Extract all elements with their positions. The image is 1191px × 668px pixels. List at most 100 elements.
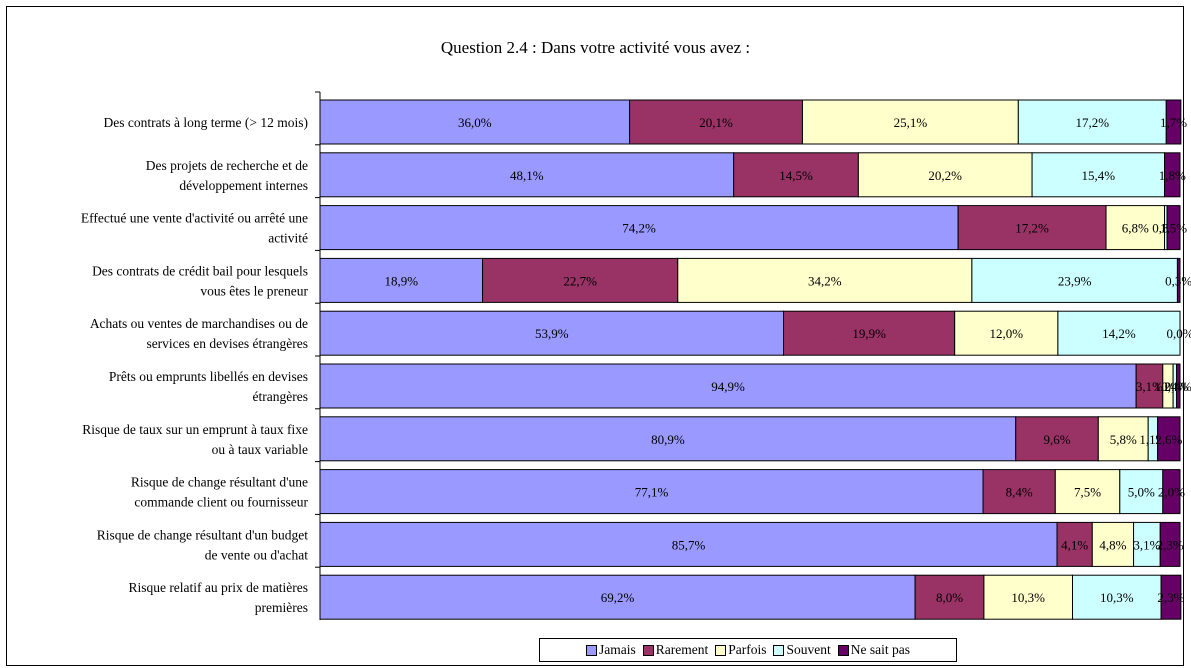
data-label: 48,1%	[510, 168, 544, 183]
chart-title: Question 2.4 : Dans votre activité vous …	[440, 38, 751, 57]
data-label: 8,0%	[936, 590, 963, 605]
data-label: 8,4%	[1006, 485, 1033, 500]
bar-segment-rarement	[482, 257, 679, 303]
bar-segment-rarement	[733, 152, 859, 198]
bar-segment-souvent	[1057, 310, 1181, 356]
legend-item: Souvent	[773, 642, 831, 658]
category-label: Risque de taux sur un emprunt à taux fix…	[82, 422, 308, 457]
legend-swatch	[642, 644, 654, 656]
data-label: 14,2%	[1102, 326, 1136, 341]
data-label: 53,9%	[535, 326, 569, 341]
data-label: 6,8%	[1122, 221, 1149, 236]
bar-segment-ne-sait-pas	[1159, 521, 1181, 567]
data-label: 19,9%	[852, 326, 886, 341]
legend-item: Rarement	[642, 642, 709, 658]
data-label: 80,9%	[651, 432, 685, 447]
bar-segment-parfois	[954, 310, 1059, 356]
data-label: 9,6%	[1043, 432, 1070, 447]
category-label: Risque de change résultant d'une commande…	[131, 475, 309, 510]
bar-segment-souvent	[1017, 99, 1167, 145]
data-label: 3,1%	[1136, 379, 1163, 394]
bar-segment-parfois	[857, 152, 1033, 198]
bar-segment-jamais	[319, 99, 631, 145]
bar-segment-ne-sait-pas	[1157, 416, 1181, 462]
bar-segment-souvent	[1119, 469, 1164, 515]
bar-segment-ne-sait-pas	[1164, 152, 1181, 198]
bar-segment-jamais	[319, 257, 484, 303]
bar-segment-rarement	[914, 574, 985, 620]
data-label: 2,0%	[1158, 485, 1185, 500]
data-label: 4,8%	[1099, 537, 1126, 552]
data-label: 17,2%	[1075, 115, 1109, 130]
data-label: 22,7%	[563, 273, 597, 288]
bar-segment-rarement	[982, 469, 1056, 515]
category-label: Prêts ou emprunts libellés en devises étr…	[109, 369, 308, 404]
chart-legend: Jamais Rarement Parfois Souvent Ne sait pas	[539, 638, 957, 662]
bar-segment-jamais	[319, 521, 1058, 567]
category-label: Risque relatif au prix de matières premiè…	[128, 580, 308, 615]
category-label: Des contrats de crédit bail pour lesquel…	[92, 263, 308, 298]
legend-label: Jamais	[599, 642, 636, 657]
data-label: 1,8%	[1159, 168, 1186, 183]
bar-segment-parfois	[1097, 416, 1149, 462]
bar-segment-parfois	[983, 574, 1073, 620]
data-label: 10,3%	[1100, 590, 1134, 605]
data-label: 34,2%	[808, 273, 842, 288]
data-label: 5,0%	[1128, 485, 1155, 500]
data-label: 69,2%	[601, 590, 635, 605]
bar-segment-souvent	[1031, 152, 1166, 198]
category-label: Risque de change résultant d'un budget de…	[97, 527, 309, 562]
data-label: 2,3%	[1157, 537, 1184, 552]
data-label: 0,0%	[1166, 326, 1191, 341]
data-label: 17,2%	[1015, 221, 1049, 236]
legend-item: Ne sait pas	[837, 642, 910, 658]
legend-swatch	[837, 644, 849, 656]
data-label: 18,9%	[384, 273, 418, 288]
bar-segment-souvent	[971, 257, 1178, 303]
bar-segment-ne-sait-pas	[1176, 363, 1181, 409]
category-label: Achats ou ventes de marchandises ou de se…	[90, 316, 308, 351]
bar-segment-souvent	[1072, 574, 1162, 620]
bar-segment-jamais	[319, 416, 1017, 462]
legend-label: Souvent	[786, 642, 831, 657]
data-label: 12,0%	[989, 326, 1023, 341]
bar-segment-jamais	[319, 363, 1137, 409]
data-label: 15,4%	[1082, 168, 1116, 183]
category-label: Effectué une vente d'activité ou arrêté …	[81, 211, 308, 246]
bar-segment-ne-sait-pas	[1176, 257, 1181, 303]
legend-label: Rarement	[655, 642, 709, 657]
bar-segment-rarement	[957, 205, 1107, 251]
data-label: 0,3%	[1165, 273, 1191, 288]
legend-label: Parfois	[728, 642, 767, 657]
bar-segment-jamais	[319, 574, 916, 620]
data-label: 4,1%	[1061, 537, 1088, 552]
data-label: 36,0%	[458, 115, 492, 130]
data-label: 94,9%	[711, 379, 745, 394]
bar-segment-jamais	[319, 469, 984, 515]
data-label: 25,1%	[894, 115, 928, 130]
data-label: 14,5%	[779, 168, 813, 183]
data-label: 7,5%	[1074, 485, 1101, 500]
data-label: 74,2%	[622, 221, 656, 236]
legend-swatch	[715, 644, 727, 656]
data-label: 23,9%	[1058, 273, 1092, 288]
data-label: 20,2%	[928, 168, 962, 183]
legend-item: Parfois	[715, 642, 766, 658]
bar-segment-parfois	[1105, 205, 1166, 251]
data-label: 2,6%	[1155, 432, 1182, 447]
bar-segment-parfois	[801, 99, 1019, 145]
data-label: 1,7%	[1160, 115, 1187, 130]
data-label: 0,4%	[1165, 379, 1191, 394]
bar-segment-ne-sait-pas	[1160, 574, 1182, 620]
bar-segment-parfois	[1091, 521, 1135, 567]
bar-segment-ne-sait-pas	[1166, 205, 1181, 251]
bar-segment-ne-sait-pas	[1165, 99, 1182, 145]
legend-swatch	[586, 644, 597, 656]
bar-segment-rarement	[629, 99, 803, 145]
bar-segment-rarement	[783, 310, 956, 356]
data-label: 5,8%	[1110, 432, 1137, 447]
data-label: 2,3%	[1157, 590, 1184, 605]
legend-item: Jamais	[586, 642, 636, 658]
bar-segment-jamais	[319, 152, 735, 198]
